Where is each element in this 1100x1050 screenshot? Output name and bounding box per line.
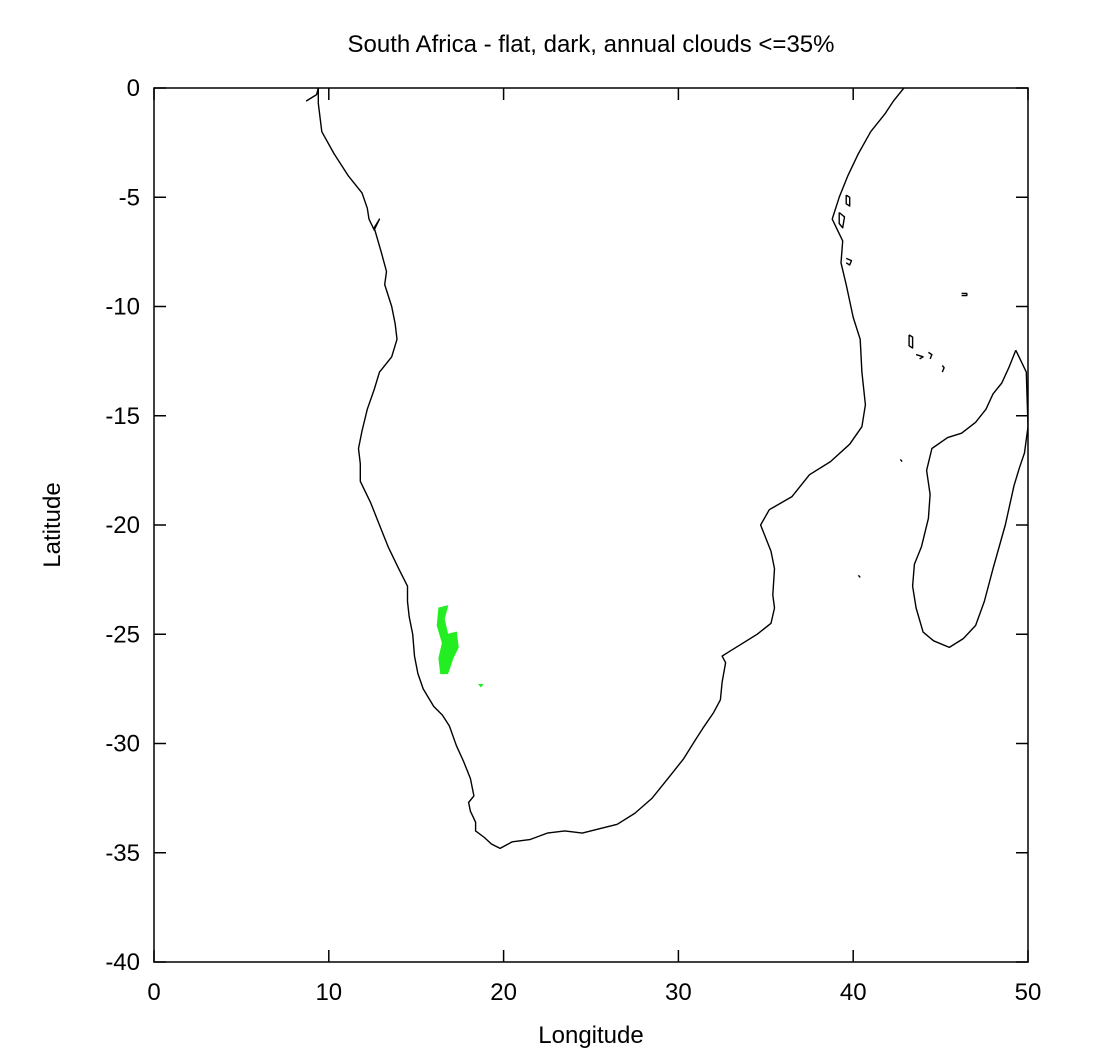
coastline-bioko bbox=[303, 5, 312, 20]
coastline-zanzibar bbox=[838, 211, 846, 229]
x-tick-label: 10 bbox=[315, 979, 342, 1006]
y-tick-label: -40 bbox=[105, 949, 140, 976]
coastline-pemba bbox=[845, 194, 851, 207]
coastline-comoros-2 bbox=[915, 353, 924, 360]
y-tick-label: -35 bbox=[105, 840, 140, 867]
coastline-comoros-3 bbox=[928, 351, 933, 360]
y-tick-label: -15 bbox=[105, 403, 140, 430]
coastline-aldabra bbox=[961, 292, 968, 297]
y-tick-label: 0 bbox=[127, 75, 140, 102]
y-tick-label: -10 bbox=[105, 294, 140, 321]
y-tick-label: -5 bbox=[119, 184, 140, 211]
coastline-africa bbox=[305, 88, 905, 850]
x-tick-label: 0 bbox=[147, 979, 160, 1006]
tick-layer: 0 10 20 30 40 50 0 -5 -10 -15 -20 -25 -30 -35 -40 bbox=[105, 75, 1041, 1006]
y-tick-label: -30 bbox=[105, 731, 140, 758]
chart-title: South Africa - flat, dark, annual clouds… bbox=[348, 31, 835, 58]
highlight-region bbox=[478, 684, 484, 688]
x-axis-label: Longitude bbox=[538, 1022, 643, 1049]
coastline-comoros-1 bbox=[908, 334, 914, 349]
x-tick-label: 50 bbox=[1015, 979, 1042, 1006]
coastline-juan-de-nova bbox=[899, 458, 903, 463]
y-tick-label: -25 bbox=[105, 621, 140, 648]
highlight-region bbox=[436, 605, 459, 675]
x-tick-label: 40 bbox=[840, 979, 867, 1006]
y-axis-label: Latitude bbox=[39, 482, 66, 567]
coastline-europa bbox=[857, 574, 861, 578]
plot-frame bbox=[153, 87, 1029, 963]
coastline-mayotte bbox=[941, 365, 945, 373]
x-tick-label: 30 bbox=[665, 979, 692, 1006]
x-tick-label: 20 bbox=[490, 979, 517, 1006]
coastline-layer bbox=[303, 5, 1028, 850]
coastline-mafia bbox=[845, 257, 853, 266]
y-tick-label: -20 bbox=[105, 512, 140, 539]
coastline-madagascar bbox=[911, 349, 1028, 649]
